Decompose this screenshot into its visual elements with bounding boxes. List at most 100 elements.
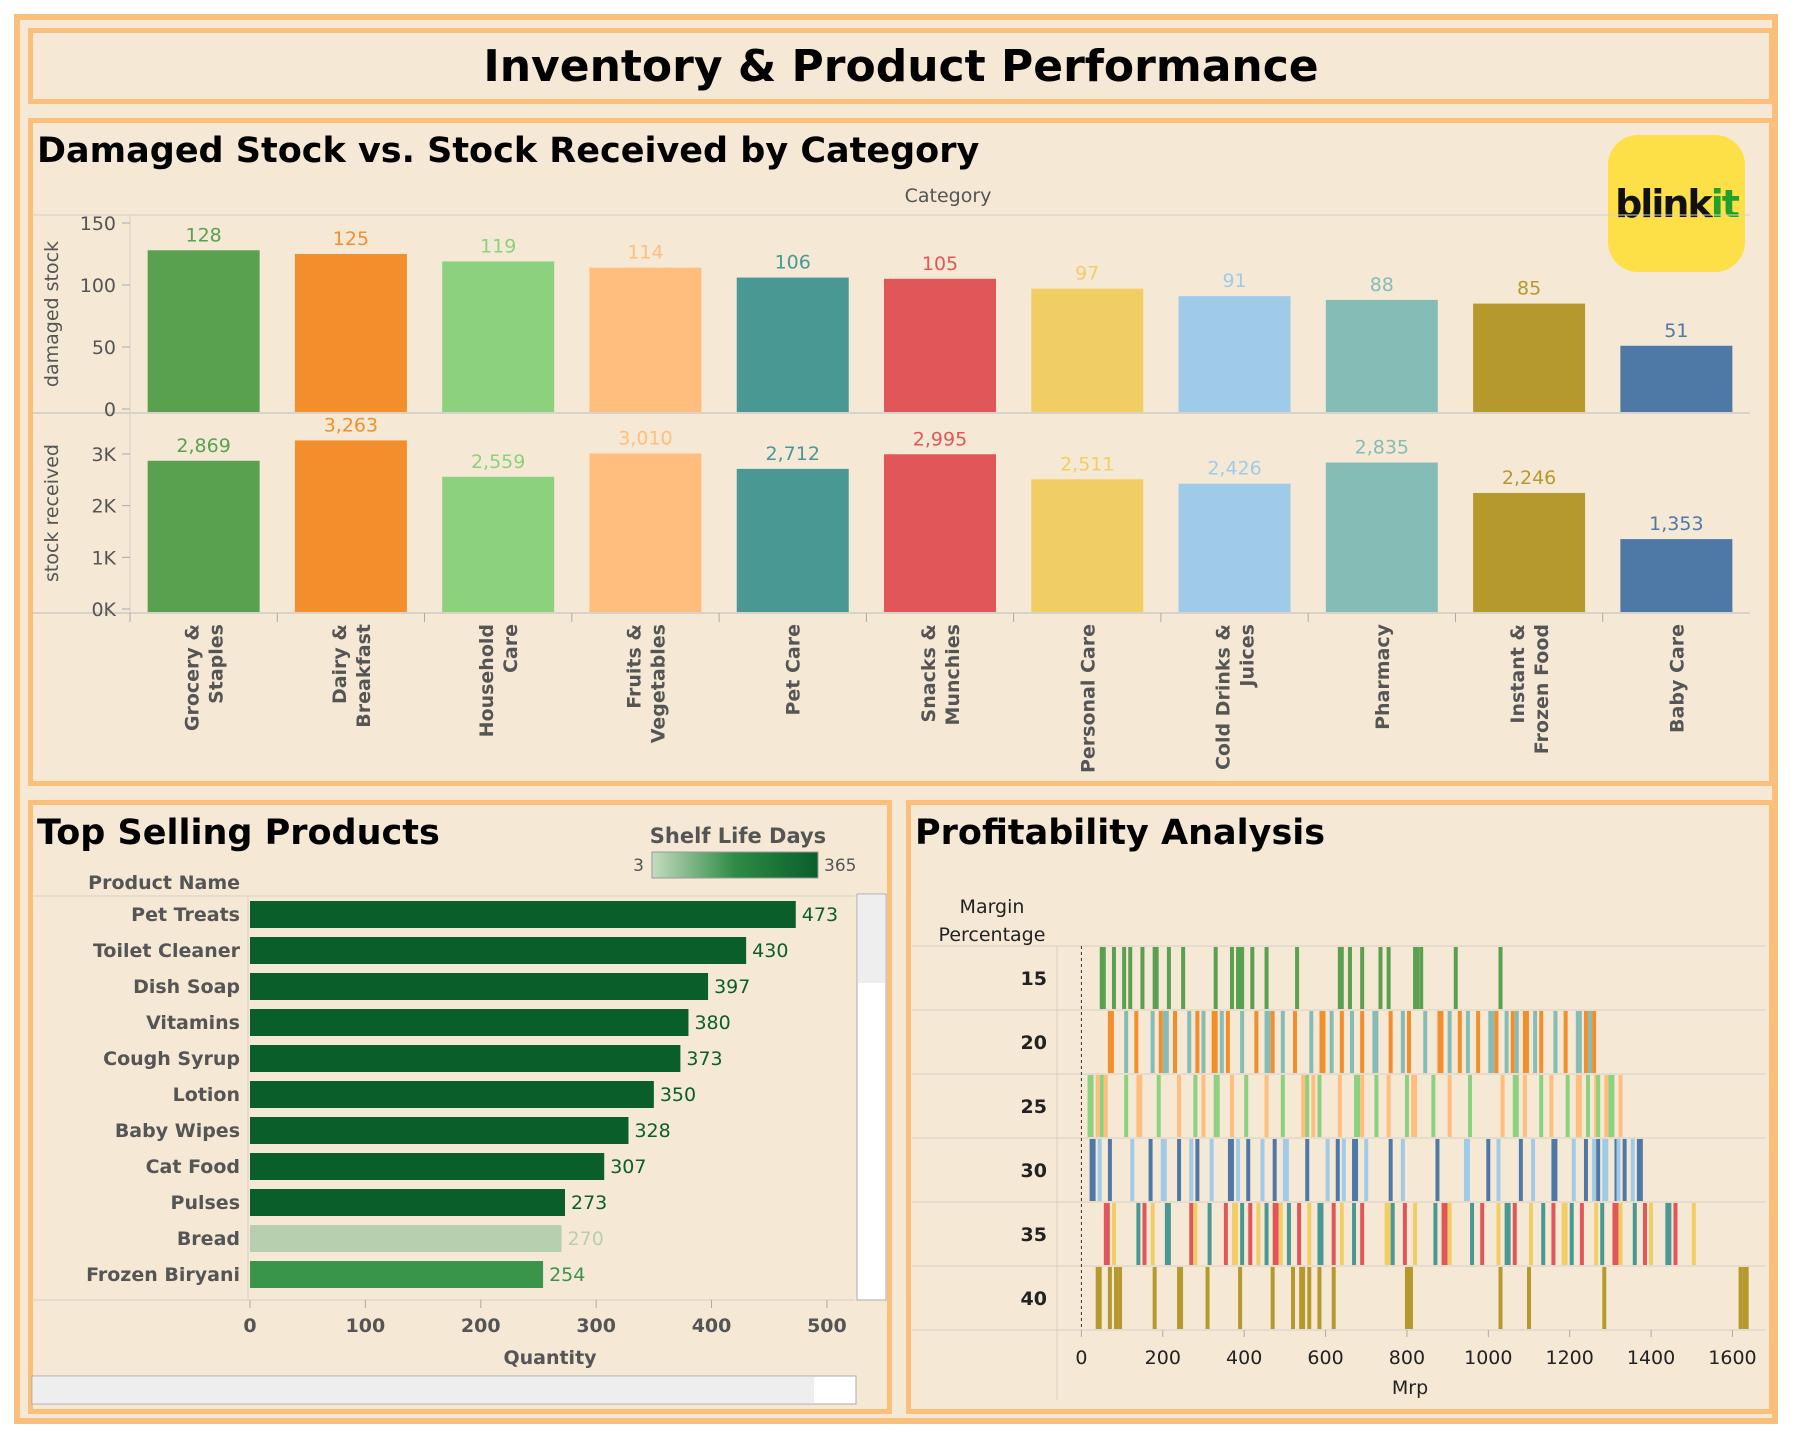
mrp-tick-mark[interactable] bbox=[1341, 1139, 1346, 1201]
mrp-tick-mark[interactable] bbox=[1592, 1139, 1597, 1201]
damaged-bar[interactable] bbox=[1325, 299, 1438, 412]
mrp-tick-mark[interactable] bbox=[1419, 947, 1424, 1009]
mrp-tick-mark[interactable] bbox=[1270, 1267, 1275, 1329]
mrp-tick-mark[interactable] bbox=[1162, 1011, 1169, 1073]
mrp-tick-mark[interactable] bbox=[1305, 1139, 1310, 1201]
damaged-bar[interactable] bbox=[1031, 288, 1144, 412]
mrp-tick-mark[interactable] bbox=[1360, 1203, 1365, 1265]
mrp-tick-mark[interactable] bbox=[1282, 1139, 1289, 1201]
mrp-tick-mark[interactable] bbox=[1498, 1267, 1503, 1329]
mrp-tick-mark[interactable] bbox=[1400, 1011, 1405, 1073]
received-bar[interactable] bbox=[294, 440, 407, 612]
mrp-tick-mark[interactable] bbox=[1465, 1011, 1470, 1073]
mrp-tick-mark[interactable] bbox=[1095, 1075, 1100, 1137]
mrp-tick-mark[interactable] bbox=[1512, 1075, 1519, 1137]
mrp-tick-mark[interactable] bbox=[1512, 1203, 1517, 1265]
mrp-tick-mark[interactable] bbox=[1583, 1011, 1588, 1073]
mrp-tick-mark[interactable] bbox=[1250, 947, 1255, 1009]
mrp-tick-mark[interactable] bbox=[1264, 1203, 1269, 1265]
mrp-tick-mark[interactable] bbox=[1118, 1267, 1123, 1329]
mrp-tick-mark[interactable] bbox=[1518, 1139, 1523, 1201]
mrp-tick-mark[interactable] bbox=[1390, 1203, 1395, 1265]
mrp-tick-mark[interactable] bbox=[1616, 1139, 1621, 1201]
mrp-tick-mark[interactable] bbox=[1173, 1011, 1177, 1073]
mrp-tick-mark[interactable] bbox=[1160, 1139, 1167, 1201]
mrp-tick-mark[interactable] bbox=[1150, 1203, 1155, 1265]
mrp-tick-mark[interactable] bbox=[1435, 1139, 1440, 1201]
damaged-bar[interactable] bbox=[294, 254, 407, 412]
mrp-tick-mark[interactable] bbox=[1404, 1075, 1409, 1137]
mrp-tick-mark[interactable] bbox=[1140, 947, 1145, 1009]
mrp-tick-mark[interactable] bbox=[1632, 1203, 1637, 1265]
mrp-tick-mark[interactable] bbox=[1089, 1139, 1096, 1201]
mrp-tick-mark[interactable] bbox=[1211, 1011, 1218, 1073]
mrp-tick-mark[interactable] bbox=[1317, 1267, 1322, 1329]
mrp-tick-mark[interactable] bbox=[1742, 1267, 1749, 1329]
mrp-tick-mark[interactable] bbox=[1602, 1267, 1607, 1329]
mrp-tick-mark[interactable] bbox=[1402, 1203, 1407, 1265]
mrp-tick-mark[interactable] bbox=[1614, 1139, 1619, 1201]
mrp-tick-mark[interactable] bbox=[1297, 1203, 1302, 1265]
mrp-tick-mark[interactable] bbox=[1404, 1267, 1409, 1329]
mrp-tick-mark[interactable] bbox=[1673, 1203, 1678, 1265]
mrp-tick-mark[interactable] bbox=[1400, 1139, 1405, 1201]
product-bar[interactable] bbox=[250, 1153, 605, 1180]
mrp-tick-mark[interactable] bbox=[1311, 1075, 1316, 1137]
mrp-tick-mark[interactable] bbox=[1331, 1203, 1336, 1265]
mrp-tick-mark[interactable] bbox=[1622, 1139, 1627, 1201]
mrp-tick-mark[interactable] bbox=[1142, 1203, 1147, 1265]
mrp-tick-mark[interactable] bbox=[1195, 1011, 1200, 1073]
mrp-tick-mark[interactable] bbox=[1350, 1011, 1354, 1073]
received-bar[interactable] bbox=[1620, 539, 1733, 612]
mrp-tick-mark[interactable] bbox=[1575, 1075, 1582, 1137]
mrp-tick-mark[interactable] bbox=[1158, 1011, 1163, 1073]
product-bar[interactable] bbox=[250, 1225, 562, 1252]
product-bar[interactable] bbox=[250, 973, 709, 1000]
mrp-tick-mark[interactable] bbox=[1496, 1203, 1501, 1265]
received-bar[interactable] bbox=[736, 468, 849, 612]
mrp-tick-mark[interactable] bbox=[1386, 947, 1391, 1009]
mrp-tick-mark[interactable] bbox=[1569, 1203, 1574, 1265]
mrp-tick-mark[interactable] bbox=[1107, 1139, 1112, 1201]
mrp-tick-mark[interactable] bbox=[1504, 1203, 1511, 1265]
mrp-tick-mark[interactable] bbox=[1152, 947, 1159, 1009]
mrp-tick-mark[interactable] bbox=[1189, 1203, 1194, 1265]
mrp-tick-mark[interactable] bbox=[1339, 1011, 1344, 1073]
mrp-tick-mark[interactable] bbox=[1447, 1075, 1452, 1137]
mrp-tick-mark[interactable] bbox=[1374, 1075, 1379, 1137]
mrp-tick-mark[interactable] bbox=[1164, 1203, 1171, 1265]
mrp-tick-mark[interactable] bbox=[1134, 1011, 1139, 1073]
mrp-tick-mark[interactable] bbox=[1563, 1011, 1568, 1073]
mrp-tick-mark[interactable] bbox=[1293, 1011, 1298, 1073]
mrp-tick-mark[interactable] bbox=[1189, 1139, 1194, 1201]
mrp-tick-mark[interactable] bbox=[1317, 1203, 1324, 1265]
mrp-tick-mark[interactable] bbox=[1130, 1139, 1135, 1201]
mrp-tick-mark[interactable] bbox=[1295, 947, 1300, 1009]
mrp-tick-mark[interactable] bbox=[1124, 1011, 1129, 1073]
mrp-tick-mark[interactable] bbox=[1128, 947, 1133, 1009]
mrp-tick-mark[interactable] bbox=[1541, 1203, 1546, 1265]
mrp-tick-mark[interactable] bbox=[1649, 1203, 1654, 1265]
mrp-tick-mark[interactable] bbox=[1441, 1203, 1448, 1265]
mrp-tick-mark[interactable] bbox=[1468, 1075, 1472, 1137]
mrp-tick-mark[interactable] bbox=[1331, 1267, 1336, 1329]
mrp-tick-mark[interactable] bbox=[1596, 1075, 1601, 1137]
mrp-tick-mark[interactable] bbox=[1386, 1075, 1391, 1137]
mrp-tick-mark[interactable] bbox=[1280, 1011, 1285, 1073]
mrp-tick-mark[interactable] bbox=[1618, 1203, 1623, 1265]
mrp-tick-mark[interactable] bbox=[1522, 1011, 1529, 1073]
mrp-tick-mark[interactable] bbox=[1152, 1267, 1157, 1329]
mrp-tick-mark[interactable] bbox=[1307, 1267, 1312, 1329]
mrp-tick-mark[interactable] bbox=[1240, 1203, 1245, 1265]
mrp-tick-mark[interactable] bbox=[1291, 1267, 1295, 1329]
damaged-bar[interactable] bbox=[589, 267, 702, 412]
mrp-tick-mark[interactable] bbox=[1630, 1139, 1635, 1201]
mrp-tick-mark[interactable] bbox=[1240, 947, 1245, 1009]
mrp-tick-mark[interactable] bbox=[1618, 1075, 1623, 1137]
mrp-tick-mark[interactable] bbox=[1406, 1011, 1411, 1073]
mrp-tick-mark[interactable] bbox=[1480, 1203, 1485, 1265]
damaged-bar[interactable] bbox=[1620, 345, 1733, 412]
mrp-tick-mark[interactable] bbox=[1095, 1267, 1102, 1329]
mrp-tick-mark[interactable] bbox=[1565, 1075, 1570, 1137]
mrp-tick-mark[interactable] bbox=[1579, 1203, 1584, 1265]
